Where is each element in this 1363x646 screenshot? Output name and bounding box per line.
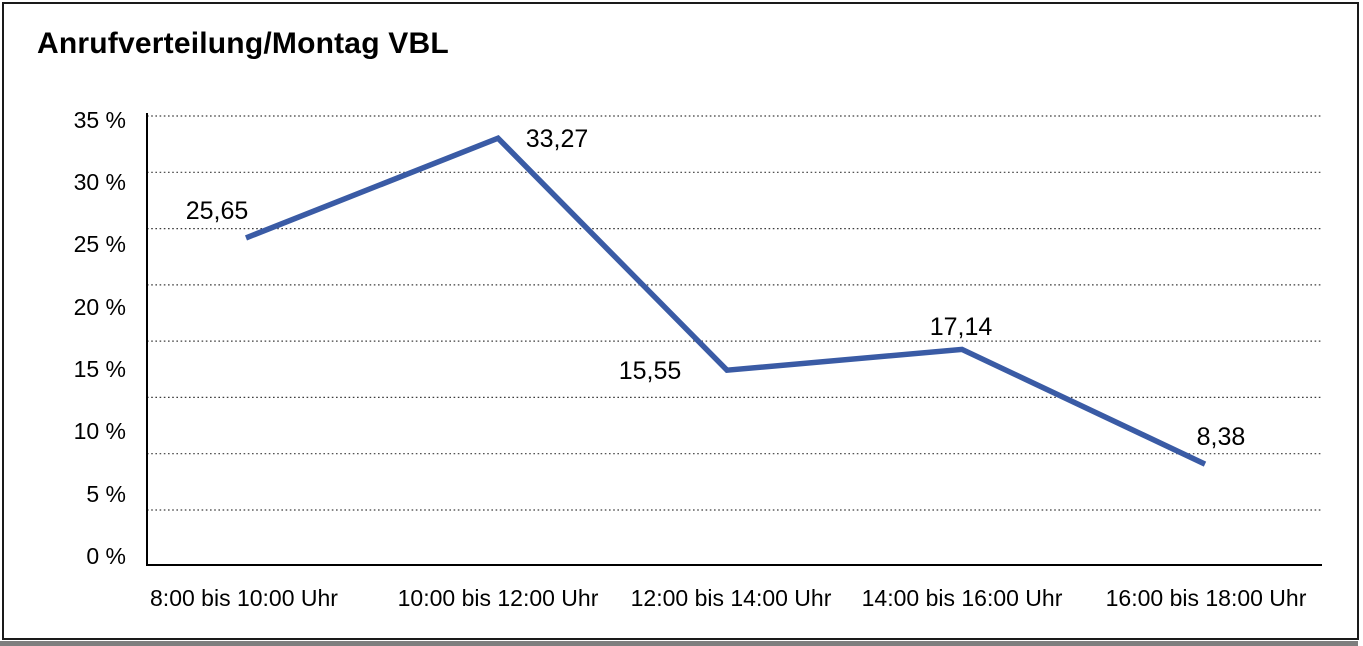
gridlines — [147, 115, 1322, 511]
chart-title: Anrufverteilung/Montag VBL — [37, 27, 449, 60]
x-axis-category-label: 14:00 bis 16:00 Uhr — [861, 585, 1063, 611]
x-axis-category-label: 10:00 bis 12:00 Uhr — [397, 585, 599, 611]
y-axis-tick-label: 5 % — [86, 481, 126, 507]
y-axis-tick-label: 30 % — [73, 169, 126, 195]
y-axis-tick-label: 15 % — [73, 356, 126, 382]
y-axis-tick-label: 0 % — [86, 543, 126, 569]
y-axis-tick-label: 10 % — [73, 418, 126, 444]
x-axis-category-label: 8:00 bis 10:00 Uhr — [150, 585, 338, 611]
data-point-label: 25,65 — [185, 197, 249, 225]
x-axis-category-label: 12:00 bis 14:00 Uhr — [630, 585, 832, 611]
y-axis-tick-label: 25 % — [73, 231, 126, 257]
data-point-label: 8,38 — [1196, 423, 1246, 451]
line-series — [244, 134, 1207, 467]
chart-shadow — [0, 641, 1358, 646]
data-point-label: 17,14 — [929, 313, 993, 341]
y-axis-tick-label: 20 % — [73, 294, 126, 320]
data-point-label: 15,55 — [618, 357, 682, 385]
data-point-label: 33,27 — [525, 125, 589, 153]
y-axis-tick-label: 35 % — [73, 107, 126, 133]
x-axis-category-label: 16:00 bis 18:00 Uhr — [1105, 585, 1307, 611]
